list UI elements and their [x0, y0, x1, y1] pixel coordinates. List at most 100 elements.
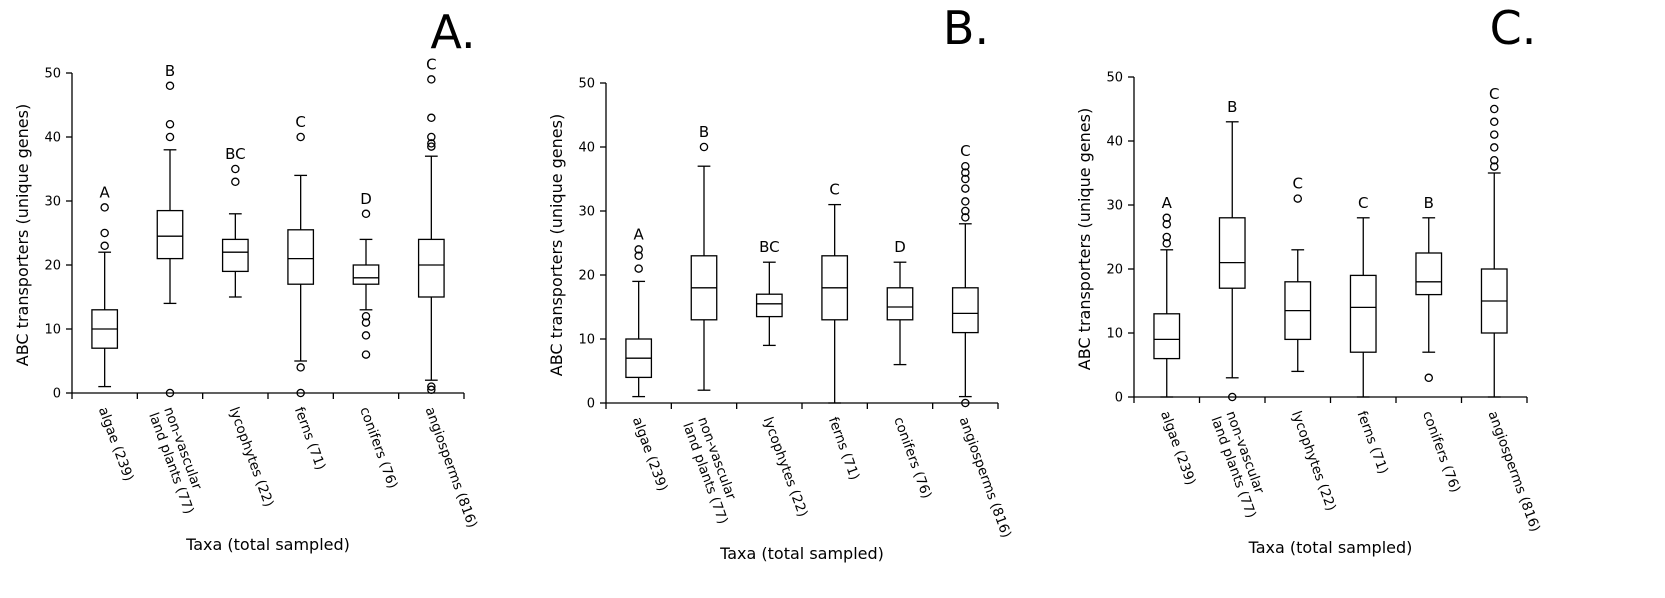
box-2: B — [1218, 98, 1246, 402]
outlier-point — [296, 363, 305, 372]
category-label-line: algae (239) — [629, 415, 671, 494]
category-label-line: lycophytes (22) — [1288, 409, 1339, 513]
outlier-point — [165, 388, 175, 398]
category-label-line: ferns (71) — [1353, 409, 1391, 476]
outlier-point — [634, 264, 643, 273]
outlier-point — [1162, 232, 1172, 242]
group-letter: B — [1227, 98, 1237, 116]
box-5: D — [352, 190, 380, 359]
category-label-line: conifers (76) — [356, 405, 400, 491]
category-label: ferns (71) — [825, 415, 863, 482]
box-iqr — [755, 293, 783, 318]
y-axis-title: ABC transporters (unique genes) — [1075, 108, 1094, 370]
box-iqr — [417, 238, 445, 298]
outlier-point — [1490, 130, 1499, 139]
group-letter: C — [829, 181, 839, 199]
group-letter: BC — [759, 238, 780, 256]
box-3: C — [1284, 175, 1312, 373]
category-label-line: angiosperms (816) — [956, 415, 1015, 540]
box-iqr — [156, 209, 184, 260]
group-letter: C — [960, 142, 970, 160]
box-iqr — [1153, 313, 1181, 360]
outlier-point — [361, 331, 371, 340]
category-label: ferns (71) — [1353, 409, 1391, 476]
outlier-point — [1490, 117, 1499, 127]
outlier-point — [296, 388, 305, 398]
outlier-point — [1490, 155, 1499, 165]
outlier-point — [961, 197, 970, 206]
outlier-point — [1162, 219, 1172, 229]
y-tick-label: 10 — [1106, 327, 1123, 342]
outlier-point — [427, 382, 436, 391]
y-axis-title: ABC transporters (unique genes) — [13, 104, 32, 366]
group-letter: B — [699, 123, 709, 141]
y-tick-label: 20 — [578, 269, 595, 284]
group-letter: D — [360, 190, 372, 208]
box-2: B — [156, 62, 184, 398]
category-label-line: lycophytes (22) — [226, 405, 277, 509]
group-letter: C — [1489, 85, 1499, 103]
box-3: BC — [755, 238, 783, 347]
group-letter: C — [1293, 175, 1303, 193]
chart-panel-3: C. 0 10 20 30 40 50 ABC transporters (unique ge… — [1075, 1, 1543, 557]
category-label: non-vascularland plants (77) — [145, 405, 212, 516]
outlier-point — [427, 132, 436, 142]
category-label: conifers (76) — [1419, 409, 1463, 495]
panel-letter: A. — [430, 5, 475, 59]
box-4: C — [1349, 194, 1377, 398]
box-6: C — [417, 55, 445, 395]
outlier-point — [961, 168, 970, 177]
group-letter: A — [1162, 194, 1173, 212]
group-letter: BC — [225, 145, 246, 163]
y-tick-label: 50 — [578, 77, 595, 92]
y-tick-label: 10 — [44, 323, 61, 338]
category-label-line: algae (239) — [1157, 409, 1199, 488]
y-tick-label: 50 — [44, 67, 61, 82]
y-axis-title: ABC transporters (unique genes) — [547, 114, 566, 376]
box-4: C — [287, 113, 315, 398]
outlier-point — [1424, 373, 1434, 383]
outlier-point — [961, 161, 970, 171]
outlier-point — [165, 132, 175, 142]
box-1: A — [1153, 194, 1181, 398]
box-1: A — [91, 183, 119, 388]
group-letter: D — [894, 238, 906, 256]
outlier-point — [231, 177, 240, 187]
chart-panel-1: A. 0 10 20 30 40 50 ABC transporters (unique ge… — [13, 5, 480, 554]
box-3: BC — [221, 145, 249, 298]
outlier-point — [427, 75, 436, 84]
outlier-point — [1162, 239, 1172, 248]
box-2: B — [690, 123, 718, 391]
y-tick-label: 30 — [578, 205, 595, 220]
y-tick-label: 0 — [587, 397, 595, 412]
outlier-point — [634, 245, 643, 254]
category-label-line: conifers (76) — [1419, 409, 1463, 495]
chart-panel-2: B. 0 10 20 30 40 50 ABC transporters (unique ge… — [547, 1, 1014, 563]
box-iqr — [287, 229, 315, 285]
outlier-point — [361, 311, 371, 321]
category-label-line: algae (239) — [95, 405, 137, 484]
group-letter: A — [100, 183, 111, 201]
box-5: D — [886, 238, 914, 366]
outlier-point — [1490, 162, 1499, 171]
category-label: non-vascularland plants (77) — [1207, 409, 1274, 520]
outlier-point — [427, 142, 436, 151]
outlier-point — [1490, 143, 1499, 152]
box-iqr — [1415, 252, 1443, 296]
category-label-line: ferns (71) — [291, 405, 329, 472]
group-letter: C — [426, 55, 436, 73]
category-label: angiosperms (816) — [956, 415, 1015, 540]
outlier-point — [427, 139, 436, 148]
y-tick-label: 10 — [578, 333, 595, 348]
group-letter: C — [1358, 194, 1368, 212]
y-tick-label: 50 — [1106, 71, 1123, 86]
category-label-line: lycophytes (22) — [760, 415, 811, 519]
category-label-line: ferns (71) — [825, 415, 863, 482]
group-letter: B — [165, 62, 175, 80]
outlier-point — [361, 318, 371, 327]
group-letter: A — [634, 225, 645, 243]
category-label: algae (239) — [95, 405, 137, 484]
outlier-point — [961, 174, 970, 184]
outlier-point — [1228, 392, 1237, 402]
y-tick-label: 20 — [44, 259, 61, 274]
